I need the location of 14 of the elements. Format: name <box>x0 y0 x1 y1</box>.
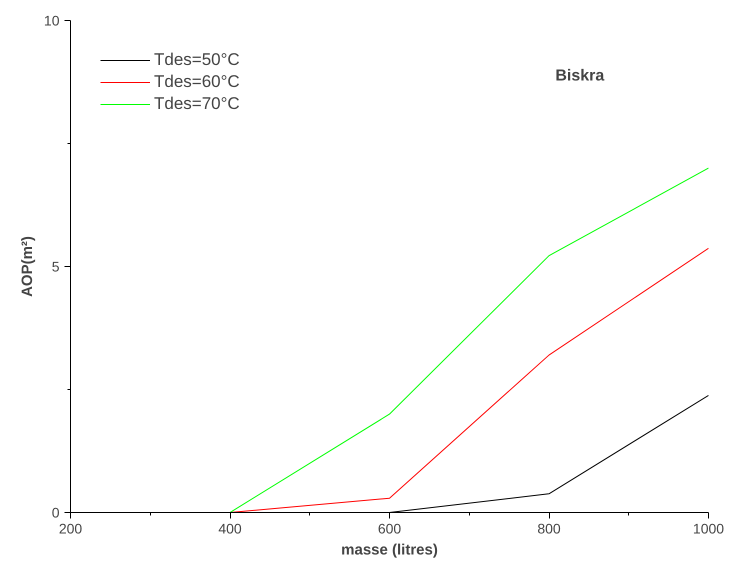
legend-label: Tdes=50°C <box>154 50 240 70</box>
x-axis-title: masse (litres) <box>341 542 438 558</box>
y-tick-label: 0 <box>52 504 60 520</box>
x-tick-label: 800 <box>537 520 561 536</box>
y-tick-label: 10 <box>44 12 60 28</box>
x-tick-label: 400 <box>218 520 242 536</box>
x-tick-label: 1000 <box>692 520 724 536</box>
x-tick-label: 200 <box>58 520 82 536</box>
x-tick-label: 600 <box>378 520 402 536</box>
y-axis-title: AOP(m²) <box>18 236 36 297</box>
annotation: Biskra <box>555 67 604 84</box>
legend-label: Tdes=60°C <box>154 72 240 92</box>
y-tick-label: 5 <box>52 258 60 274</box>
legend-label: Tdes=70°C <box>154 94 240 114</box>
